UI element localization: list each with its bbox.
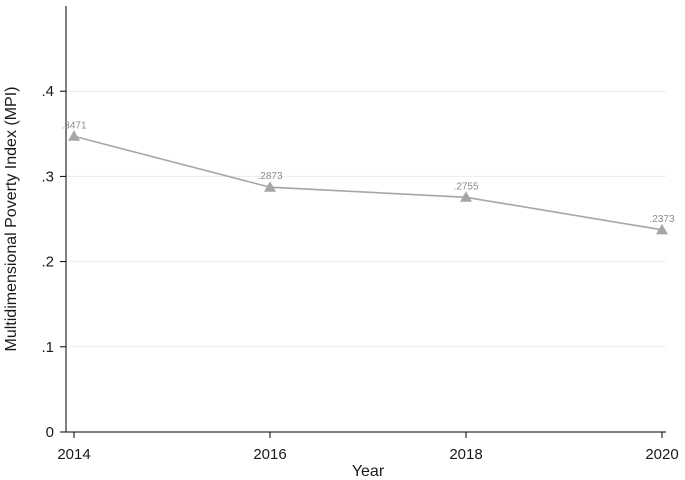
- y-tick-label: .2: [41, 254, 54, 271]
- x-axis-ticks: 2014 2016 2018 2020: [57, 432, 679, 463]
- series-group: .3471 .2873 .2755 .2373: [61, 120, 675, 235]
- data-point-marker: [656, 223, 668, 235]
- data-label: .2755: [453, 181, 478, 192]
- x-tick-label: 2014: [57, 446, 90, 463]
- data-label: .2873: [257, 171, 282, 182]
- data-point-marker: [460, 191, 472, 202]
- y-tick-label: .3: [41, 168, 54, 185]
- y-axis-ticks: 0 .1 .2 .3 .4: [41, 83, 66, 441]
- y-axis-title: Multidimensional Poverty Index (MPI): [3, 87, 20, 352]
- y-tick-label: .4: [41, 83, 54, 100]
- x-axis-title: Year: [352, 463, 385, 480]
- data-point-marker: [68, 130, 80, 141]
- data-point-marker: [264, 181, 276, 192]
- gridlines: [66, 90, 666, 348]
- y-tick-label: .1: [41, 339, 54, 356]
- series-line: [73, 135, 663, 231]
- x-tick-label: 2018: [449, 446, 482, 463]
- data-label: .3471: [61, 120, 86, 131]
- data-label: .2373: [649, 214, 674, 225]
- y-tick-label: 0: [46, 424, 54, 441]
- x-tick-label: 2016: [253, 446, 286, 463]
- x-tick-label: 2020: [645, 446, 678, 463]
